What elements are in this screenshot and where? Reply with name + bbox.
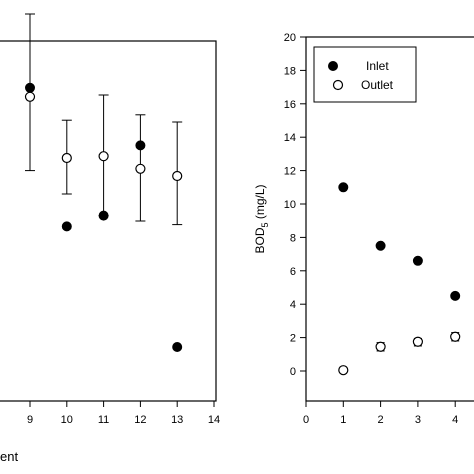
outlet-point xyxy=(375,341,386,352)
right-y-tick-label: 8 xyxy=(290,232,296,244)
outlet-point xyxy=(338,365,349,376)
right-y-tick-label: 18 xyxy=(284,65,296,77)
right-x-tick-label: 0 xyxy=(303,414,309,426)
left-filled-point xyxy=(61,221,72,232)
right-y-tick-label: 16 xyxy=(284,99,296,111)
left-open-point xyxy=(172,170,183,182)
left-filled-point xyxy=(25,82,35,93)
legend-outlet-marker xyxy=(332,79,344,91)
right-y-tick-label: 2 xyxy=(290,333,296,345)
right-x-tick-label: 2 xyxy=(378,414,384,426)
right-y-tick-label: 20 xyxy=(284,32,296,44)
left-filled-point xyxy=(135,140,146,151)
right-y-ticks: 0 2 4 6 8 10 12 14 16 18 20 xyxy=(284,32,306,378)
left-x-tick-label: 14 xyxy=(208,414,220,426)
legend: Inlet Outlet xyxy=(313,46,417,103)
inlet-point xyxy=(450,290,461,301)
inlet-point xyxy=(338,182,349,193)
left-open-point xyxy=(61,152,72,164)
legend-inlet-marker xyxy=(328,61,338,71)
right-y-tick-label: 6 xyxy=(290,266,296,278)
right-y-tick-label: 4 xyxy=(290,299,296,311)
right-x-tick-label: 3 xyxy=(415,414,421,426)
left-x-ticks: 9 10 11 12 13 14 xyxy=(27,401,220,426)
y-axis-label-subscript: 5 xyxy=(260,222,270,227)
y-axis-label-main: BOD xyxy=(253,227,267,253)
y-axis-label-unit: (mg/L) xyxy=(253,184,267,222)
inlet-point xyxy=(412,255,423,266)
right-x-ticks: 0 1 2 3 4 xyxy=(303,401,458,426)
left-x-tick-label: 12 xyxy=(134,414,146,426)
inlet-point xyxy=(375,240,386,251)
right-y-tick-label: 0 xyxy=(290,366,296,378)
legend-outlet-label: Outlet xyxy=(361,78,394,92)
left-x-tick-label: 13 xyxy=(171,414,183,426)
right-plot-frame xyxy=(305,36,474,402)
outlet-point xyxy=(412,336,423,347)
legend-box xyxy=(313,46,417,103)
right-y-tick-label: 14 xyxy=(284,132,296,144)
left-open-point xyxy=(98,151,109,162)
left-x-axis-label-fragment: ent xyxy=(0,449,18,464)
right-x-tick-label: 4 xyxy=(452,414,458,426)
left-open-point xyxy=(135,163,146,174)
right-x-tick-label: 1 xyxy=(340,414,346,426)
left-filled-point xyxy=(98,210,109,221)
legend-inlet-label: Inlet xyxy=(366,59,389,73)
right-data-marks xyxy=(338,182,461,376)
outlet-point xyxy=(450,331,461,342)
right-y-tick-label: 10 xyxy=(284,199,296,211)
left-x-tick-label: 9 xyxy=(27,414,33,426)
left-data-marks xyxy=(24,13,183,352)
left-x-tick-label: 10 xyxy=(61,414,73,426)
left-open-point xyxy=(24,91,36,102)
right-y-tick-label: 12 xyxy=(284,166,296,178)
left-plot-frame xyxy=(0,40,217,402)
right-y-axis-label: BOD5 (mg/L) xyxy=(253,184,270,253)
left-panel: 9 10 11 12 13 14 ent xyxy=(0,13,220,464)
left-x-tick-label: 11 xyxy=(98,414,109,426)
left-filled-point xyxy=(172,342,183,352)
